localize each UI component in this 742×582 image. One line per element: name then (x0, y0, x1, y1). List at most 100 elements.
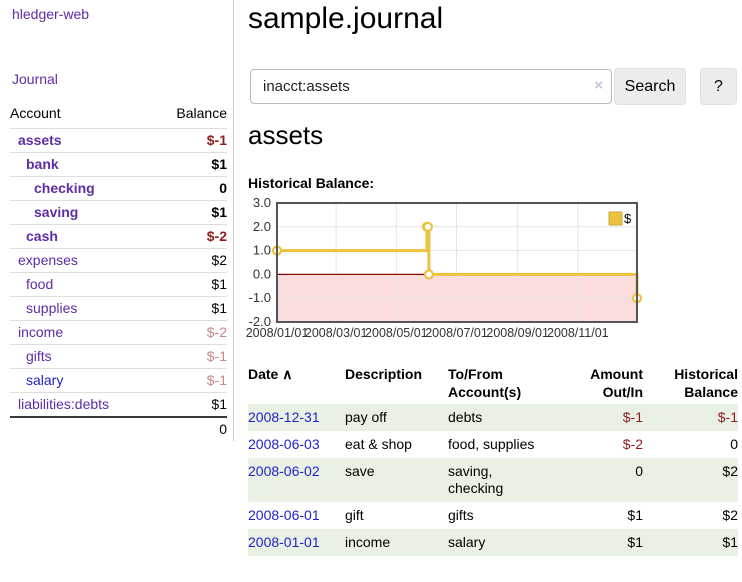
account-row: salary $-1 (10, 368, 227, 393)
sort-ascending-icon[interactable]: ∧ (282, 366, 293, 382)
transaction-amount-cell: $-1 (622, 409, 643, 425)
transaction-row[interactable]: 2008-06-03 eat & shop food, supplies $-2 0 (248, 431, 738, 458)
account-row: food $1 (10, 272, 227, 297)
transaction-balance-cell: $2 (722, 507, 738, 523)
account-heading: assets (248, 120, 324, 150)
transaction-accounts-cell: debts (448, 409, 483, 425)
balance-column-header: Balance (176, 105, 227, 121)
y-axis-tick-label: -2.0 (249, 314, 271, 329)
transaction-date-cell: 2008-06-01 (248, 502, 345, 529)
transaction-date-cell: 2008-06-02 (248, 458, 345, 502)
clear-search-icon[interactable]: × (594, 77, 603, 94)
y-axis-tick-label: 3.0 (253, 195, 271, 210)
account-row: expenses $2 (10, 248, 227, 273)
transaction-balance-cell: 0 (730, 436, 738, 452)
transaction-date-link[interactable]: 2008-06-03 (248, 436, 320, 452)
historical-balance-chart[interactable]: 3.0 2.0 1.0 0.0 -1.0 -2.0 2008/01/01 2008/03/01… (246, 195, 648, 342)
account-link[interactable]: bank (26, 156, 59, 172)
x-axis-tick-label: 2008/03/01 (305, 326, 368, 340)
account-row: liabilities:debts $1 (10, 392, 227, 418)
transaction-date-link[interactable]: 2008-01-01 (248, 534, 320, 550)
account-link[interactable]: expenses (18, 252, 78, 268)
accounts-total-row: 0 (10, 417, 227, 441)
account-row: assets $-1 (10, 128, 227, 153)
amount-column-header[interactable]: Amount Out/In (590, 366, 643, 400)
x-axis-tick-label: 2008/01/01 (246, 326, 309, 340)
transactions-table: Date ∧ Description To/From Account(s) Am… (248, 362, 738, 556)
transaction-row[interactable]: 2008-12-31 pay off debts $-1 $-1 (248, 404, 738, 431)
account-row: bank $1 (10, 152, 227, 177)
account-balance: $1 (211, 204, 227, 220)
transaction-date-cell: 2008-01-01 (248, 529, 345, 556)
description-column-header[interactable]: Description (345, 366, 423, 382)
x-axis-tick-label: 2008/09/01 (486, 326, 549, 340)
sidebar-item-journal[interactable]: Journal (12, 71, 58, 87)
transaction-row[interactable]: 2008-06-01 gift gifts $1 $2 (248, 502, 738, 529)
transaction-row[interactable]: 2008-06-02 save saving, checking 0 $2 (248, 458, 738, 502)
transaction-balance-cell: $-1 (717, 409, 738, 425)
accounts-total-balance: 0 (219, 421, 227, 437)
account-link[interactable]: assets (18, 132, 62, 148)
account-balance: $-1 (206, 348, 227, 364)
account-balance: $-1 (206, 132, 227, 148)
account-row: gifts $-1 (10, 344, 227, 369)
transaction-balance-cell: $1 (722, 534, 738, 550)
y-axis-tick-label: 2.0 (253, 219, 271, 234)
account-link[interactable]: salary (26, 372, 64, 388)
data-point-marker (422, 221, 434, 232)
historical-balance-column-header[interactable]: Historical Balance (674, 366, 738, 400)
transaction-amount-cell: $-2 (622, 436, 643, 452)
x-axis-tick-label: 2008/07/01 (425, 326, 488, 340)
tofrom-accounts-column-header[interactable]: To/From Account(s) (448, 366, 522, 400)
search-input[interactable] (250, 69, 612, 104)
transaction-accounts-cell: salary (448, 534, 486, 550)
date-column-header[interactable]: Date ∧ (248, 366, 293, 382)
y-axis-tick-label: 1.0 (253, 243, 271, 258)
account-balance: $-2 (206, 228, 227, 244)
transaction-amount-cell: $1 (627, 534, 643, 550)
transaction-date-link[interactable]: 2008-06-01 (248, 507, 320, 523)
legend-swatch (608, 211, 623, 226)
transaction-description-cell: income (345, 534, 391, 550)
search-help-button[interactable]: ? (700, 68, 737, 105)
accounts-table-header: Account Balance (10, 101, 227, 129)
y-axis-tick-label: 0.0 (253, 266, 271, 281)
account-balance: $1 (211, 396, 227, 412)
account-balance: $-1 (206, 372, 227, 388)
transaction-date-link[interactable]: 2008-12-31 (248, 409, 320, 425)
transaction-accounts-cell: saving, checking (448, 463, 504, 496)
account-link[interactable]: saving (34, 204, 79, 220)
account-balance: $-2 (206, 324, 227, 340)
accounts-table: Account Balance assets $-1 bank $1 checking 0… (10, 101, 227, 441)
sidebar: hledger-web Journal Account Balance asse… (0, 0, 234, 441)
transaction-date-link[interactable]: 2008-06-02 (248, 463, 320, 479)
transaction-accounts-cell: gifts (448, 507, 474, 523)
account-link[interactable]: income (18, 324, 64, 340)
transaction-description-cell: save (345, 463, 375, 479)
account-link[interactable]: gifts (26, 348, 52, 364)
account-link[interactable]: checking (34, 180, 95, 196)
account-row: cash $-2 (10, 224, 227, 249)
transaction-balance-cell: $2 (722, 463, 738, 479)
account-row: income $-2 (10, 320, 227, 345)
transaction-date-cell: 2008-06-03 (248, 431, 345, 458)
account-link[interactable]: food (26, 276, 54, 292)
y-axis-tick-label: -1.0 (249, 290, 271, 305)
account-link[interactable]: cash (26, 228, 58, 244)
transaction-row[interactable]: 2008-01-01 income salary $1 $1 (248, 529, 738, 556)
account-balance: $1 (211, 156, 227, 172)
transactions-table-header: Date ∧ Description To/From Account(s) Am… (248, 362, 738, 404)
transaction-date-cell: 2008-12-31 (248, 404, 345, 431)
account-link[interactable]: liabilities:debts (18, 396, 110, 412)
transaction-amount-cell: $1 (627, 507, 643, 523)
transaction-description-cell: eat & shop (345, 436, 412, 452)
account-balance: 0 (219, 180, 227, 196)
app-brand-link[interactable]: hledger-web (12, 6, 90, 22)
account-balance: $2 (211, 252, 227, 268)
account-row: supplies $1 (10, 296, 227, 321)
account-link[interactable]: supplies (26, 300, 78, 316)
search-button[interactable]: Search (614, 68, 686, 105)
account-row: saving $1 (10, 200, 227, 225)
chart-title: Historical Balance: (248, 175, 375, 191)
x-axis-tick-label: 2008/05/01 (365, 326, 428, 340)
